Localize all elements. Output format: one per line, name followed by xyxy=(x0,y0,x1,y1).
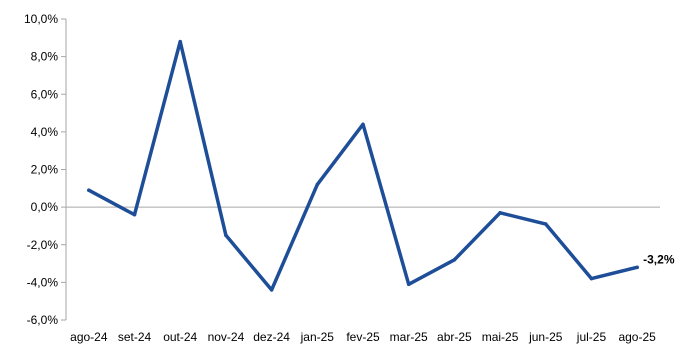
y-tick-label: 8,0% xyxy=(31,50,59,64)
data-point xyxy=(406,282,411,287)
x-tick-label: jun-25 xyxy=(528,330,563,344)
x-tick-label: nov-24 xyxy=(208,330,245,344)
data-point xyxy=(635,265,639,270)
data-label: -3,2% xyxy=(643,252,675,266)
series-layer xyxy=(87,39,639,292)
x-tick-label: jan-25 xyxy=(300,330,335,344)
x-axis: ago-24 set-24 out-24 nov-24 dez-24 jan-25 fev-… xyxy=(66,206,660,344)
series-line xyxy=(87,39,639,292)
y-tick-label: -4,0% xyxy=(27,275,59,289)
data-point xyxy=(269,288,274,292)
x-tick-label: set-24 xyxy=(118,330,152,344)
y-tick-label: 4,0% xyxy=(31,125,59,139)
data-label-layer: -3,2% xyxy=(643,252,675,266)
y-tick-label: -6,0% xyxy=(27,313,59,327)
y-tick-label: -2,0% xyxy=(27,238,59,252)
x-tick-label: abr-25 xyxy=(437,330,472,344)
y-tick-label: 0,0% xyxy=(31,200,59,214)
data-point xyxy=(224,233,228,238)
x-tick-label: fev-25 xyxy=(346,330,380,344)
data-point xyxy=(589,276,594,281)
x-tick-label: out-24 xyxy=(163,330,197,344)
data-point xyxy=(452,258,457,262)
data-point xyxy=(87,188,91,192)
x-tick-label: mar-25 xyxy=(390,330,428,344)
y-axis: 10,0% 8,0% 6,0% 4,0% 2,0% 0,0% -2,0% -4,0% -6,0% xyxy=(24,12,67,327)
x-tick-label: ago-25 xyxy=(618,330,656,344)
data-point xyxy=(315,182,320,187)
data-point xyxy=(361,122,365,127)
x-tick-label: dez-24 xyxy=(253,330,290,344)
y-tick-label: 10,0% xyxy=(24,12,58,26)
data-point xyxy=(178,39,182,44)
x-tick-label: ago-24 xyxy=(70,330,108,344)
y-tick-label: 6,0% xyxy=(31,87,59,101)
x-tick-label: jul-25 xyxy=(576,330,607,344)
data-point xyxy=(544,222,548,226)
data-point xyxy=(132,212,137,217)
data-point xyxy=(498,211,502,215)
y-tick-label: 2,0% xyxy=(31,163,59,177)
x-tick-label: mai-25 xyxy=(482,330,519,344)
